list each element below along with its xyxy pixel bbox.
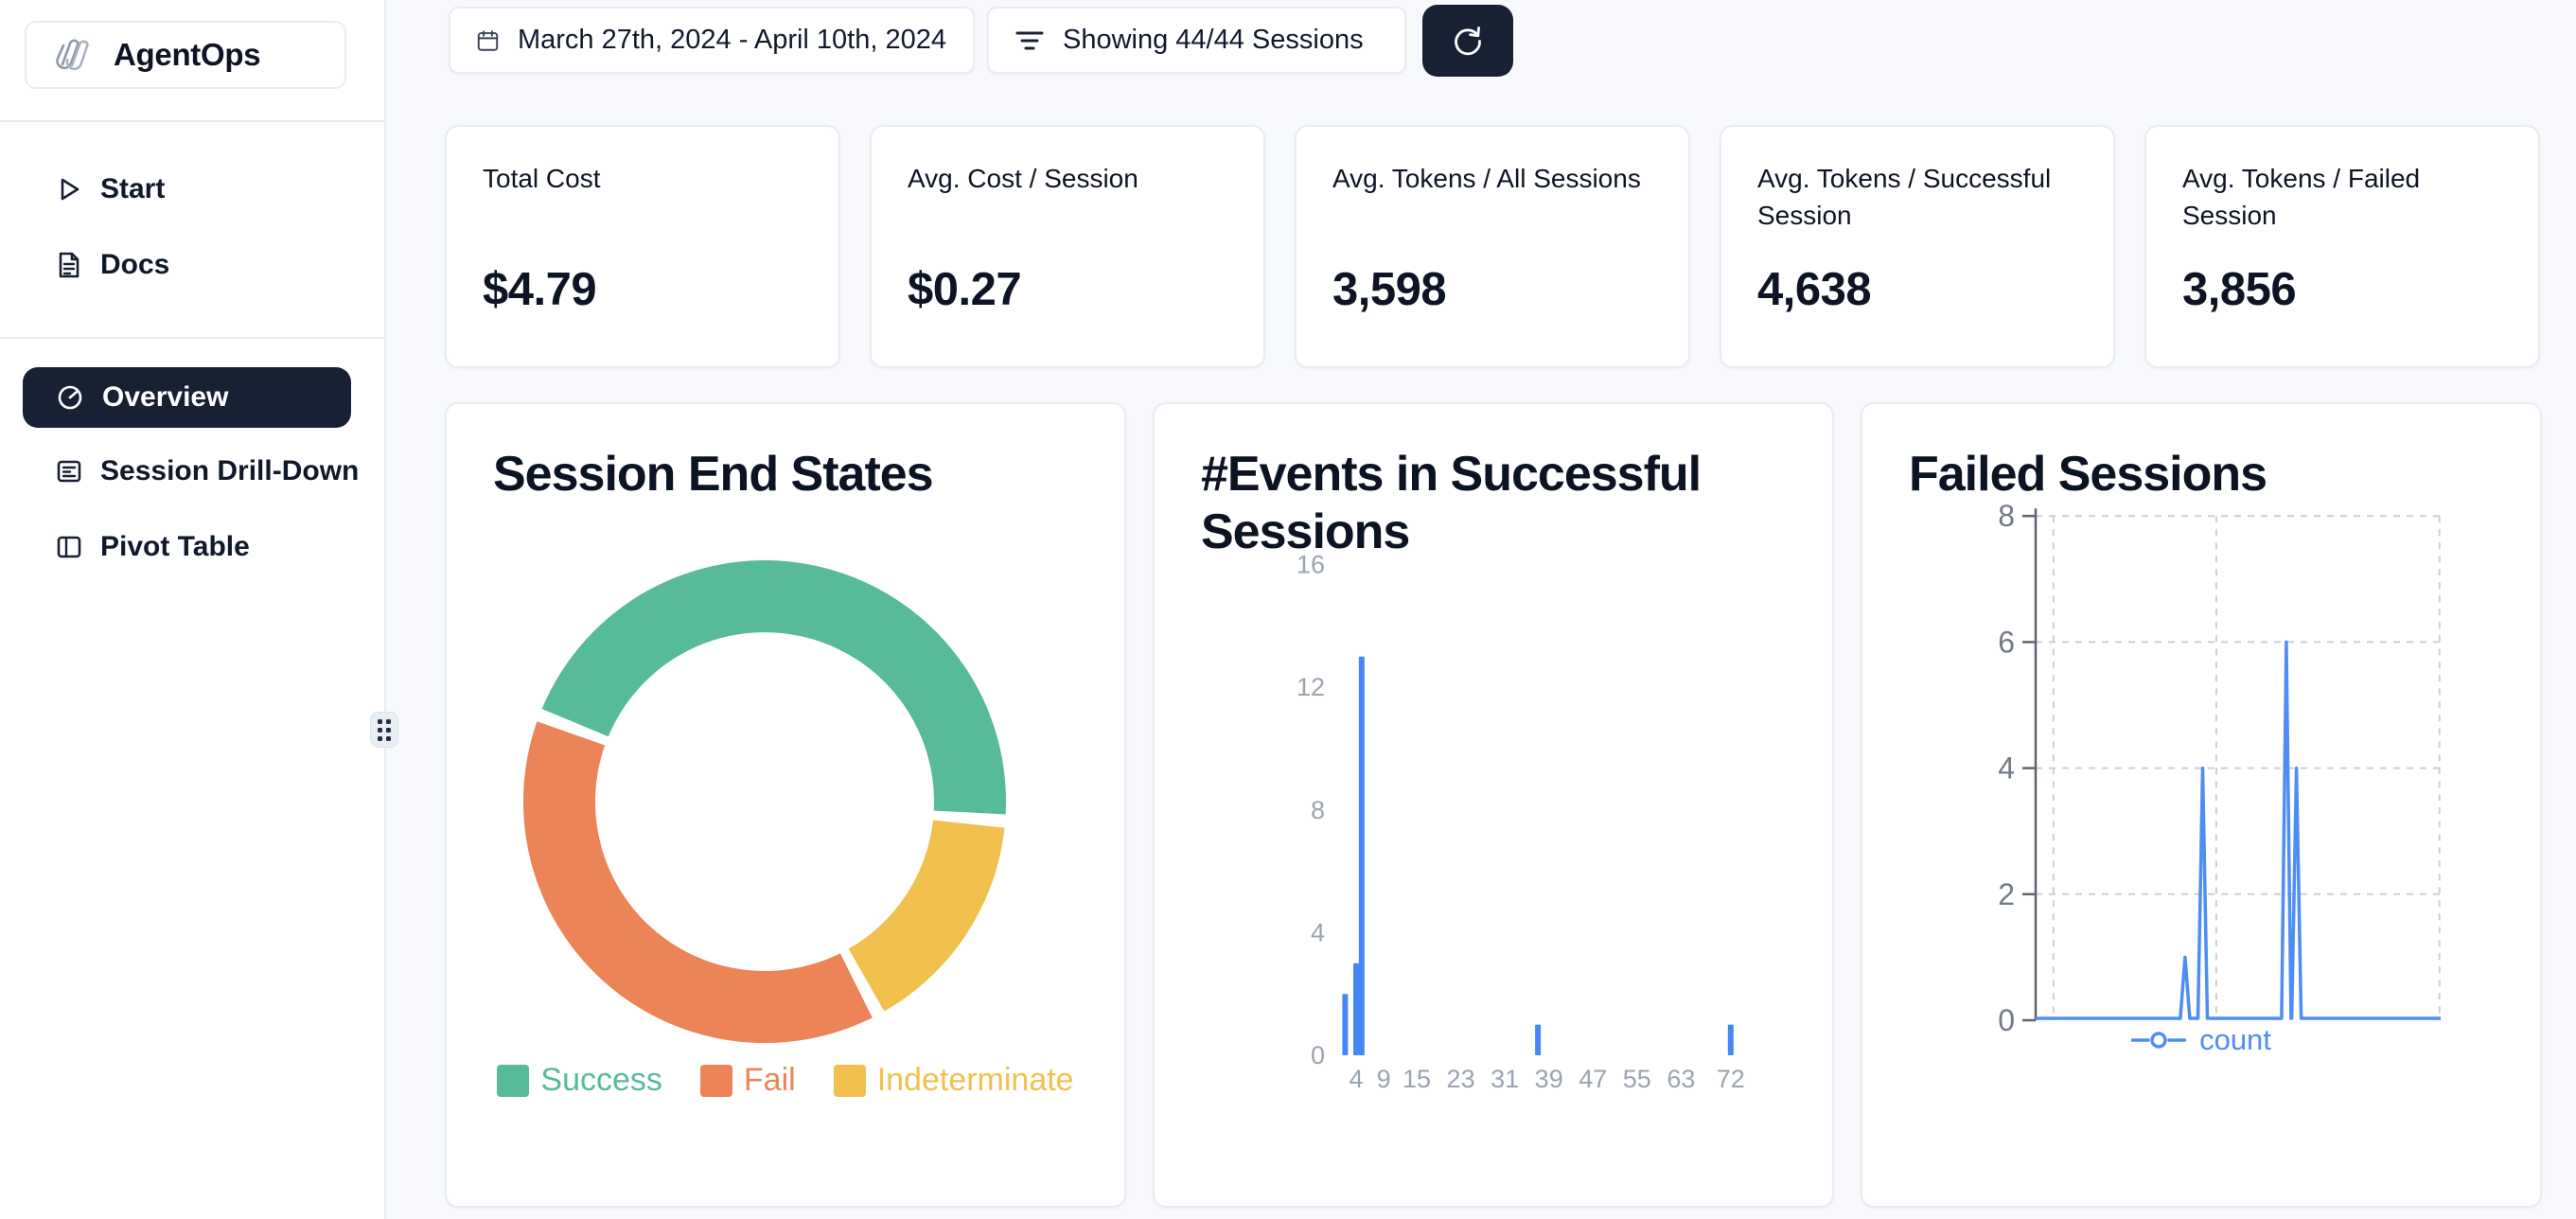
- sidebar-resize-handle[interactable]: [370, 712, 398, 748]
- stat-card-avg-tokens-failed: Avg. Tokens / Failed Session 3,856: [2144, 125, 2540, 368]
- svg-text:72: 72: [1717, 1065, 1745, 1093]
- failed-sessions-line-chart[interactable]: 0 2 4 6 8: [1862, 404, 2540, 1206]
- agentops-paperclip-logo-icon: [56, 39, 89, 71]
- svg-text:4: 4: [1311, 918, 1325, 946]
- stat-label: Total Cost: [483, 164, 601, 193]
- stat-label: Avg. Tokens / All Sessions: [1332, 164, 1641, 193]
- session-filter-label: Showing 44/44 Sessions: [1063, 25, 1364, 55]
- svg-text:8: 8: [1311, 796, 1325, 824]
- legend-item-success[interactable]: Success: [497, 1062, 662, 1099]
- svg-text:6: 6: [1998, 625, 2015, 659]
- legend-item-fail[interactable]: Fail: [699, 1062, 796, 1099]
- svg-text:15: 15: [1403, 1065, 1431, 1093]
- legend-item-indeterminate[interactable]: Indeterminate: [833, 1062, 1074, 1099]
- calendar-icon: [477, 29, 499, 51]
- fail-swatch: [699, 1064, 732, 1097]
- date-range-button[interactable]: March 27th, 2024 - April 10th, 2024: [449, 7, 975, 74]
- events-histogram-card: #Events in Successful Sessions 0 4 8 12 16 4 9…: [1153, 402, 1834, 1208]
- success-swatch: [497, 1064, 530, 1097]
- sidebar-item-overview[interactable]: Overview: [23, 367, 351, 428]
- svg-text:4: 4: [1998, 751, 2015, 786]
- chart-title: #Events in Successful Sessions: [1201, 447, 1702, 559]
- sidebar-item-start[interactable]: Start: [0, 159, 384, 220]
- legend-label: Fail: [743, 1062, 796, 1098]
- session-list-icon: [57, 460, 81, 483]
- svg-text:2: 2: [1998, 877, 2015, 911]
- gauge-icon: [58, 385, 82, 410]
- session-end-states-donut-chart[interactable]: [447, 404, 1124, 1206]
- count-legend[interactable]: count: [1862, 1023, 2540, 1057]
- svg-text:55: 55: [1623, 1065, 1651, 1093]
- svg-text:47: 47: [1579, 1065, 1607, 1093]
- stat-card-avg-tokens-all: Avg. Tokens / All Sessions 3,598: [1295, 125, 1690, 368]
- pivot-table-icon: [57, 536, 81, 558]
- brand-logo-button[interactable]: AgentOps: [25, 21, 346, 89]
- legend-label: Indeterminate: [876, 1062, 1074, 1098]
- indeterminate-swatch: [833, 1064, 866, 1097]
- sidebar-divider: [0, 120, 384, 122]
- stat-value: 3,856: [2182, 264, 2297, 315]
- stat-card-avg-tokens-successful: Avg. Tokens / Successful Session 4,638: [1720, 125, 2115, 368]
- session-end-states-card: Session End States Success Fail Indeterm…: [445, 402, 1126, 1208]
- svg-text:12: 12: [1297, 673, 1325, 701]
- refresh-button[interactable]: [1422, 5, 1513, 77]
- stat-value: $4.79: [483, 264, 597, 315]
- svg-text:8: 8: [1998, 499, 2015, 533]
- charts-row: Session End States Success Fail Indeterm…: [445, 402, 2542, 1208]
- sidebar-item-label: Start: [100, 173, 166, 204]
- sidebar-item-label: Overview: [102, 381, 229, 413]
- sidebar-item-label: Pivot Table: [100, 531, 250, 562]
- svg-text:0: 0: [1998, 1003, 2015, 1037]
- play-icon: [61, 178, 79, 201]
- sidebar-item-pivot-table[interactable]: Pivot Table: [0, 517, 384, 577]
- svg-text:0: 0: [1311, 1041, 1325, 1069]
- document-icon: [59, 252, 79, 278]
- stats-row: Total Cost $4.79 Avg. Cost / Session $0.…: [445, 125, 2540, 368]
- stat-label: Avg. Cost / Session: [908, 164, 1138, 193]
- stat-value: 3,598: [1332, 264, 1447, 315]
- sidebar-item-session-drill-down[interactable]: Session Drill-Down: [0, 441, 384, 502]
- date-range-label: March 27th, 2024 - April 10th, 2024: [517, 25, 946, 55]
- stat-value: 4,638: [1757, 264, 1872, 315]
- refresh-icon: [1455, 26, 1481, 56]
- stat-label: Avg. Tokens / Failed Session: [2182, 164, 2421, 230]
- sidebar: AgentOps Start Docs Overview Session Dri…: [0, 0, 386, 1219]
- stat-card-avg-cost-session: Avg. Cost / Session $0.27: [870, 125, 1265, 368]
- svg-text:16: 16: [1297, 551, 1325, 579]
- filter-icon: [1015, 31, 1044, 49]
- sidebar-item-label: Session Drill-Down: [100, 455, 360, 486]
- svg-text:4: 4: [1349, 1065, 1363, 1093]
- session-filter-button[interactable]: Showing 44/44 Sessions: [987, 7, 1406, 74]
- stat-card-total-cost: Total Cost $4.79: [445, 125, 840, 368]
- legend-label: count: [2199, 1023, 2271, 1056]
- svg-text:63: 63: [1667, 1065, 1695, 1093]
- stat-label: Avg. Tokens / Successful Session: [1757, 164, 2052, 230]
- svg-text:39: 39: [1535, 1065, 1563, 1093]
- sidebar-divider: [0, 337, 384, 339]
- chart-title: Failed Sessions: [1909, 447, 2267, 502]
- legend-label: Success: [540, 1062, 662, 1098]
- count-legend-icon: [2131, 1032, 2187, 1049]
- svg-text:9: 9: [1377, 1065, 1391, 1093]
- svg-text:31: 31: [1491, 1065, 1519, 1093]
- sidebar-item-docs[interactable]: Docs: [0, 235, 384, 295]
- stat-value: $0.27: [908, 264, 1022, 315]
- svg-text:23: 23: [1447, 1065, 1475, 1093]
- brand-name: AgentOps: [114, 37, 261, 72]
- chart-title: Session End States: [493, 447, 934, 502]
- donut-legend: Success Fail Indeterminate: [447, 1062, 1124, 1099]
- sidebar-item-label: Docs: [100, 249, 170, 280]
- failed-sessions-card: Failed Sessions 0 2 4 6 8 count: [1861, 402, 2542, 1208]
